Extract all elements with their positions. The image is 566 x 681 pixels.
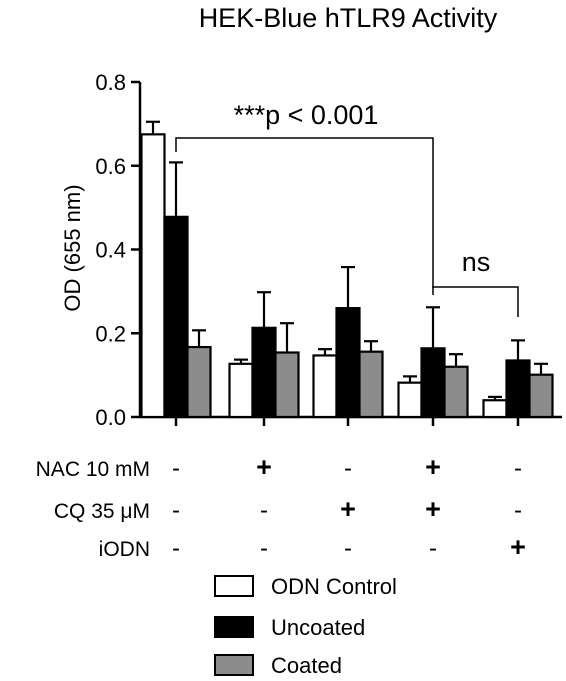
y-tick-label: 0.4 bbox=[95, 238, 126, 263]
bar bbox=[140, 133, 166, 419]
legend-swatch bbox=[214, 616, 254, 638]
bar bbox=[505, 359, 531, 419]
legend-swatch bbox=[214, 654, 254, 676]
condition-mark: - bbox=[514, 455, 522, 482]
condition-mark: + bbox=[425, 494, 441, 524]
bar bbox=[163, 215, 189, 419]
condition-mark: - bbox=[172, 497, 180, 524]
condition-mark: - bbox=[514, 497, 522, 524]
condition-table: NAC 10 mM - + - + -CQ 35 μM - - + + -iODN - - - - + bbox=[36, 452, 526, 562]
bar bbox=[274, 351, 300, 419]
bars bbox=[140, 120, 554, 419]
bar bbox=[420, 347, 446, 419]
condition-mark: - bbox=[260, 535, 268, 562]
bar bbox=[251, 326, 277, 419]
bar bbox=[335, 307, 361, 419]
y-tick-label: 0.2 bbox=[95, 321, 126, 346]
condition-mark: - bbox=[344, 455, 352, 482]
condition-mark: - bbox=[260, 497, 268, 524]
ns-label: ns bbox=[462, 247, 491, 277]
bar bbox=[443, 365, 469, 419]
legend-label: Uncoated bbox=[271, 615, 365, 640]
significance-label: ***p < 0.001 bbox=[234, 100, 379, 130]
legend-swatch bbox=[214, 575, 254, 597]
bar bbox=[482, 399, 508, 419]
condition-mark: - bbox=[429, 535, 437, 562]
condition-label: CQ 35 μM bbox=[54, 500, 150, 523]
condition-label: iODN bbox=[99, 538, 150, 561]
bar bbox=[528, 373, 554, 419]
legend-label: Coated bbox=[271, 653, 342, 678]
legend: ODN Control Uncoated Coated bbox=[214, 574, 397, 678]
condition-mark: - bbox=[172, 455, 180, 482]
bar bbox=[358, 350, 384, 419]
bar bbox=[312, 354, 338, 419]
condition-mark: - bbox=[344, 535, 352, 562]
significance-bracket bbox=[175, 137, 434, 288]
y-tick-label: 0.6 bbox=[95, 154, 126, 179]
ns-bracket bbox=[432, 286, 519, 317]
bar bbox=[397, 381, 423, 419]
y-axis-label: OD (655 nm) bbox=[60, 184, 85, 311]
legend-label: ODN Control bbox=[271, 574, 397, 599]
y-tick-label: 0.8 bbox=[95, 70, 126, 95]
condition-mark: + bbox=[510, 532, 526, 562]
condition-label: NAC 10 mM bbox=[36, 458, 150, 481]
condition-mark: + bbox=[425, 452, 441, 482]
y-tick-label: 0.0 bbox=[95, 405, 126, 430]
condition-mark: + bbox=[256, 452, 272, 482]
condition-mark: - bbox=[172, 535, 180, 562]
bar bbox=[186, 345, 212, 419]
chart-title: HEK-Blue hTLR9 Activity bbox=[199, 3, 498, 33]
significance-annotations: ***p < 0.001 ns bbox=[175, 100, 519, 317]
bar bbox=[228, 362, 254, 419]
condition-mark: + bbox=[340, 494, 356, 524]
